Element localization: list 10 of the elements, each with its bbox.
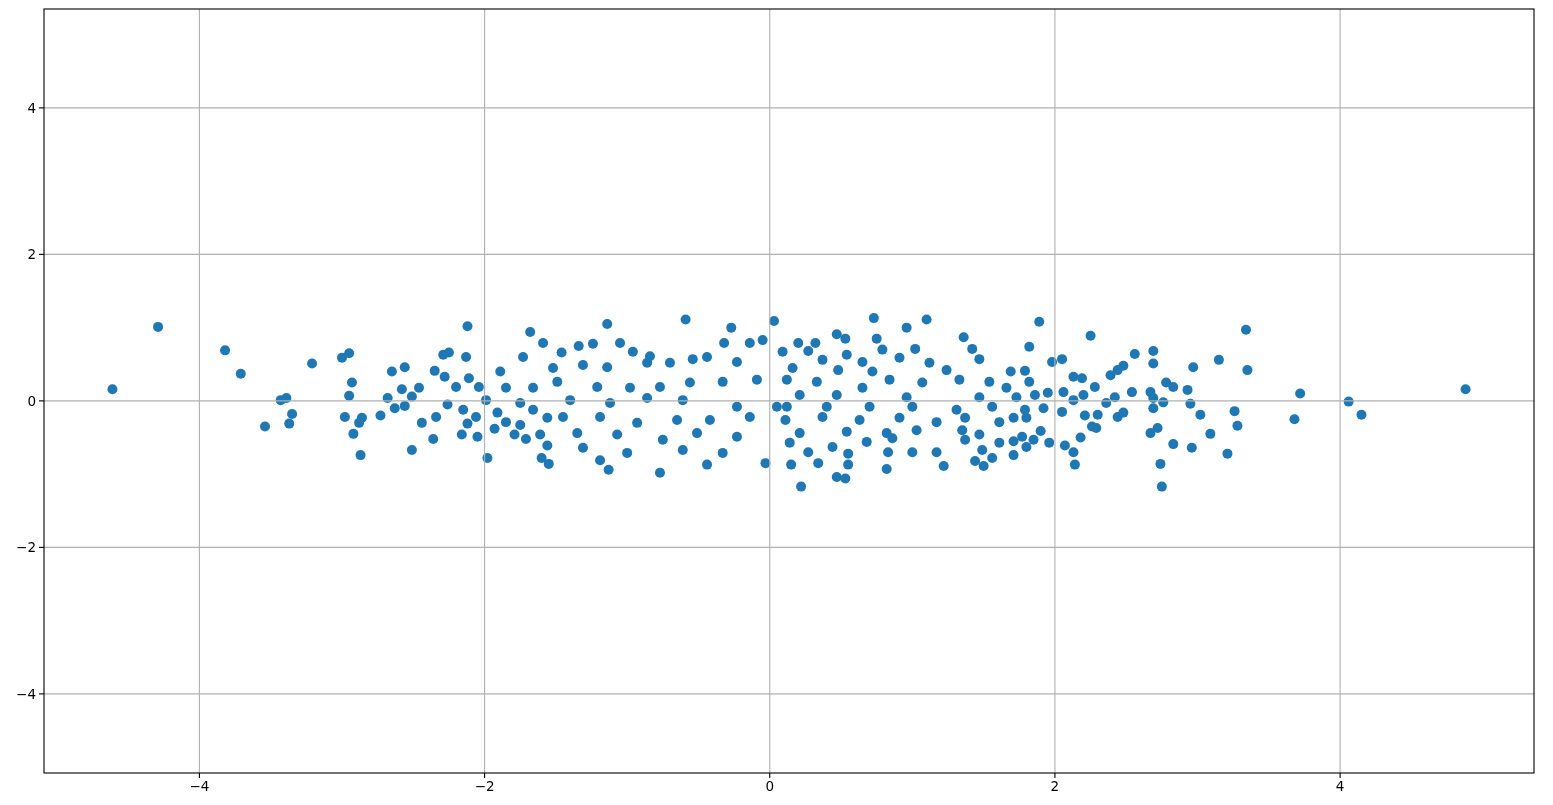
x-tick-label: −4 bbox=[189, 778, 210, 795]
x-tick-label: 4 bbox=[1335, 778, 1345, 795]
y-tick-label: 2 bbox=[27, 246, 36, 263]
y-tick-label: −4 bbox=[16, 685, 36, 702]
x-tick-label: −2 bbox=[474, 778, 495, 795]
x-tick-label: 2 bbox=[1050, 778, 1060, 795]
x-tick-label: 0 bbox=[765, 778, 775, 795]
y-tick-label: 4 bbox=[27, 99, 36, 116]
y-tick-label: −2 bbox=[16, 539, 36, 556]
y-tick-label: 0 bbox=[27, 392, 36, 409]
